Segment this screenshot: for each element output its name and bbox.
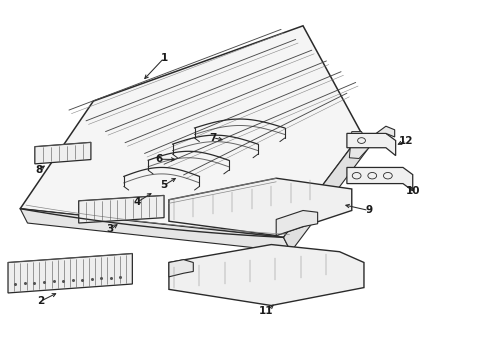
Polygon shape [20,26,361,237]
Text: 12: 12 [398,136,413,145]
Polygon shape [79,195,163,223]
Polygon shape [348,132,368,158]
Polygon shape [20,209,290,252]
Polygon shape [375,126,394,137]
Polygon shape [168,260,193,277]
Text: 1: 1 [160,53,167,63]
Polygon shape [346,134,395,156]
Polygon shape [35,142,91,164]
Text: 10: 10 [405,186,419,196]
Polygon shape [283,134,368,252]
Polygon shape [8,253,132,293]
Text: 7: 7 [209,133,216,143]
Text: 9: 9 [365,206,372,216]
Text: 5: 5 [160,180,167,190]
Polygon shape [168,244,363,306]
Text: 11: 11 [259,306,273,316]
Polygon shape [346,167,412,191]
Text: 3: 3 [106,225,114,234]
Polygon shape [276,211,317,235]
Polygon shape [168,178,351,235]
Text: 8: 8 [35,165,42,175]
Text: 4: 4 [133,197,141,207]
Text: 6: 6 [155,154,163,164]
Text: 2: 2 [37,296,44,306]
